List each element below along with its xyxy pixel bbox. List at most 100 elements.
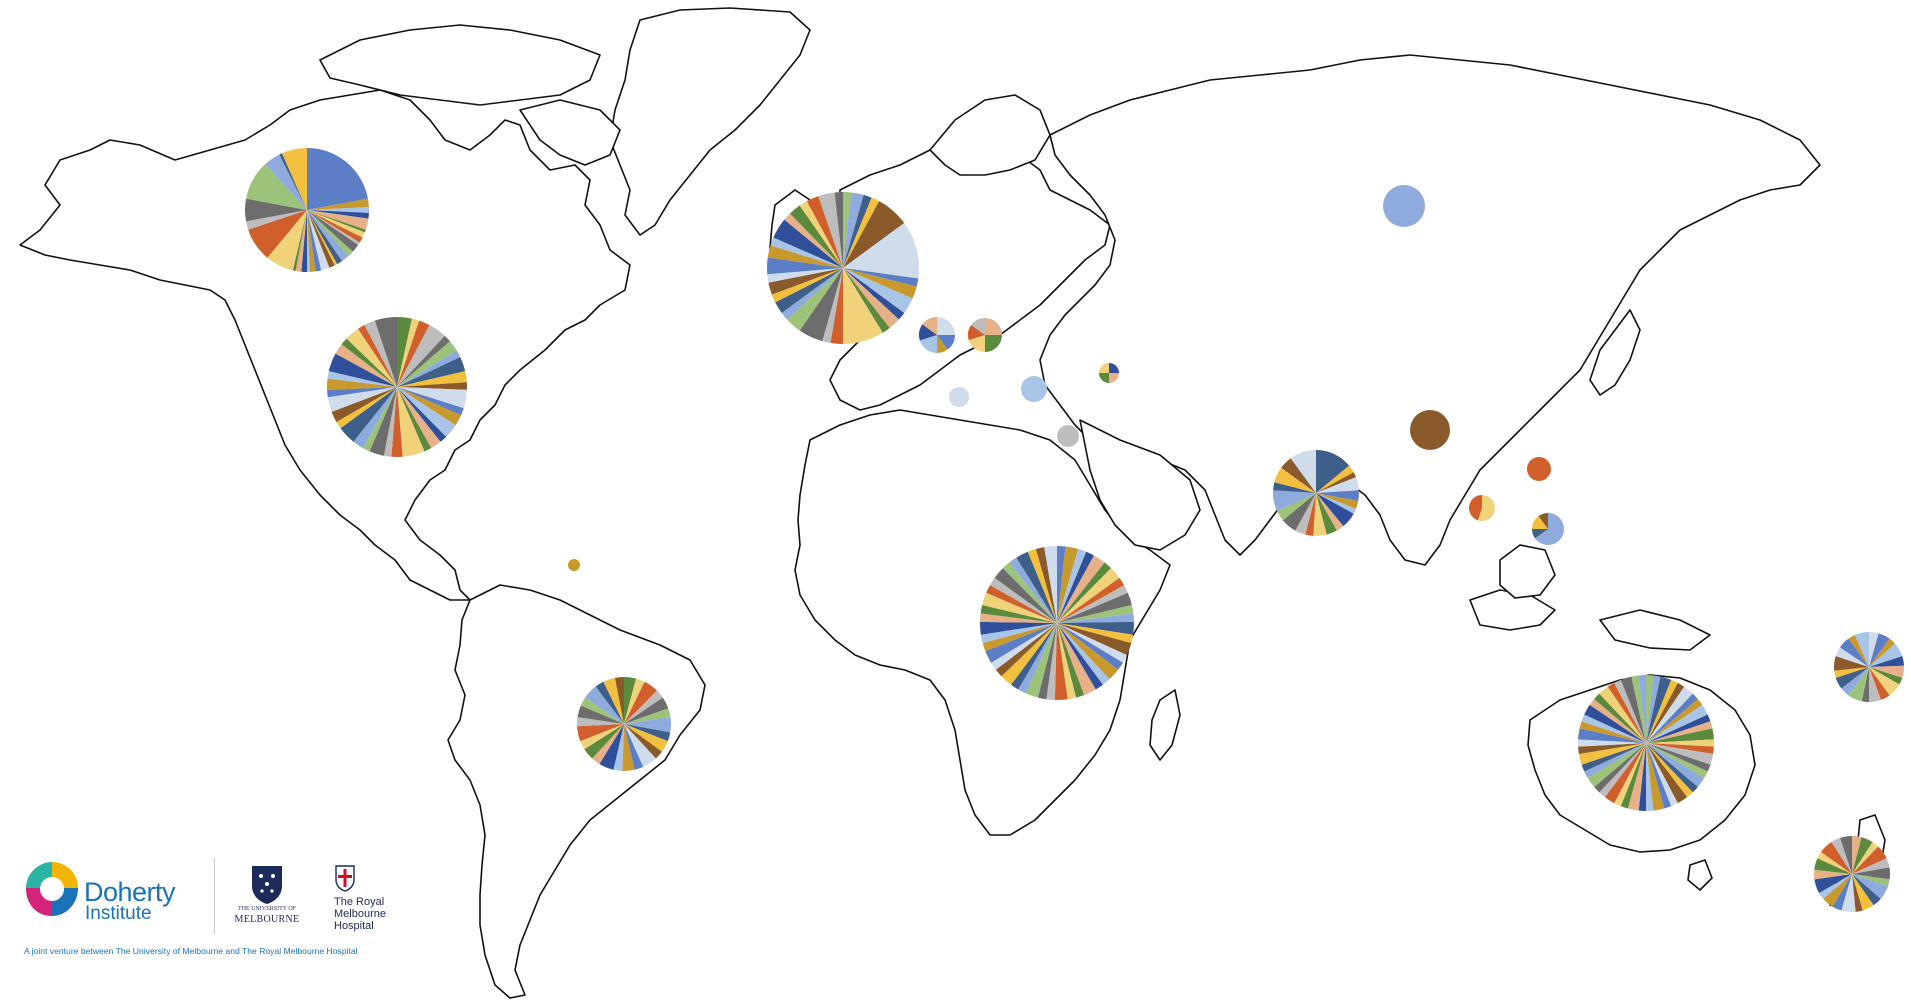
brand-subtitle: Institute bbox=[85, 903, 152, 924]
pie-slice bbox=[1646, 743, 1714, 754]
pie-slice bbox=[1646, 743, 1693, 798]
pie-slice bbox=[1057, 555, 1105, 623]
pie-slice bbox=[1057, 425, 1079, 447]
pie-slice bbox=[295, 210, 307, 272]
pie-slice bbox=[1316, 493, 1344, 531]
pie-slice bbox=[982, 623, 1057, 652]
pie-south-america bbox=[577, 677, 672, 772]
pie-slice bbox=[1001, 623, 1057, 685]
pie-slice bbox=[1869, 667, 1881, 702]
pie-italy bbox=[949, 387, 969, 407]
pie-slice bbox=[830, 268, 843, 344]
pie-slice bbox=[397, 387, 425, 457]
pie-slice bbox=[1057, 623, 1085, 698]
pie-slice bbox=[397, 318, 420, 387]
pie-slice bbox=[1835, 667, 1869, 689]
pie-slice bbox=[1057, 548, 1087, 623]
logo-tagline: A joint venture between The University o… bbox=[24, 946, 358, 956]
logo-divider bbox=[214, 858, 215, 934]
pie-slice bbox=[577, 717, 624, 727]
arabia-outline bbox=[1079, 419, 1201, 551]
pie-slice bbox=[1852, 874, 1874, 911]
pie-slice bbox=[1054, 623, 1068, 701]
pie-slice bbox=[335, 344, 397, 387]
pie-slice bbox=[1646, 743, 1705, 788]
pie-slice bbox=[1383, 185, 1425, 227]
pie-slice bbox=[995, 623, 1057, 677]
pie-slice bbox=[1027, 548, 1057, 623]
pie-slice bbox=[1282, 493, 1316, 531]
pie-slice bbox=[1646, 743, 1711, 772]
pie-slice bbox=[1854, 632, 1869, 667]
pie-slice bbox=[307, 210, 360, 246]
pie-slice bbox=[1646, 693, 1698, 743]
pie-slice bbox=[307, 210, 316, 272]
pie-slice bbox=[1646, 743, 1678, 807]
pie-slice bbox=[843, 201, 905, 268]
pie-slice bbox=[603, 677, 624, 724]
pie-slice bbox=[1599, 743, 1646, 798]
pie-slice bbox=[327, 371, 397, 387]
pie-slice bbox=[1313, 493, 1327, 537]
pie-slice bbox=[1852, 846, 1887, 874]
hospital-crest-icon bbox=[335, 865, 355, 892]
pie-slice bbox=[568, 559, 580, 571]
pie-slice bbox=[307, 210, 353, 256]
pie-slice bbox=[374, 317, 397, 387]
pie-slice bbox=[1823, 874, 1852, 907]
pie-slice bbox=[834, 192, 843, 268]
pie-slice bbox=[1057, 623, 1127, 663]
pie-slice bbox=[307, 148, 368, 210]
pie-slice bbox=[1638, 675, 1646, 743]
pie-slice bbox=[1589, 698, 1646, 743]
pie-slice bbox=[1646, 682, 1685, 743]
pie-slice bbox=[799, 268, 843, 342]
pie-slice bbox=[307, 207, 369, 213]
pie-slice bbox=[1861, 667, 1869, 703]
tasmania-outline bbox=[1687, 859, 1713, 891]
pie-slice bbox=[1594, 693, 1646, 743]
pie-canada bbox=[245, 148, 369, 273]
pie-west-europe bbox=[766, 192, 920, 344]
pie-slice bbox=[1035, 547, 1057, 623]
pie-slice bbox=[1831, 837, 1852, 874]
logo-footer: Doherty Institute THE UNIVERSITY OF MELB… bbox=[22, 858, 442, 968]
pie-slice bbox=[843, 268, 913, 314]
pie-slice bbox=[265, 154, 307, 210]
pie-slice bbox=[1584, 743, 1646, 779]
pie-slice bbox=[584, 724, 624, 759]
pie-slice bbox=[397, 387, 467, 409]
pie-slice bbox=[307, 210, 359, 252]
pie-slice bbox=[364, 320, 397, 387]
pie-slice bbox=[307, 210, 338, 266]
pie-slice bbox=[1057, 623, 1110, 685]
pie-slice bbox=[624, 724, 644, 770]
pie-slice bbox=[267, 210, 307, 271]
pie-slice bbox=[624, 724, 662, 759]
pie-slice bbox=[1057, 585, 1128, 623]
pie-slice bbox=[1057, 551, 1094, 623]
pie-slice bbox=[1581, 714, 1646, 743]
pie-slice bbox=[1057, 623, 1077, 700]
pie-slice bbox=[397, 387, 441, 449]
pie-slice bbox=[1869, 667, 1903, 685]
pie-slice bbox=[1021, 376, 1047, 402]
pie-slice bbox=[397, 371, 467, 387]
pie-slice bbox=[843, 268, 899, 328]
pie-slice bbox=[1841, 874, 1856, 913]
pie-slice bbox=[624, 724, 668, 752]
pie-slice bbox=[1646, 743, 1714, 765]
madagascar-outline bbox=[1149, 689, 1181, 761]
pie-slice bbox=[818, 192, 843, 268]
pie-slice bbox=[919, 324, 937, 341]
pie-slice bbox=[307, 210, 366, 233]
pie-slice bbox=[1099, 373, 1109, 383]
pie-slice bbox=[980, 623, 1057, 644]
pie-slice bbox=[331, 387, 397, 422]
pie-slice bbox=[246, 164, 307, 210]
pie-slice bbox=[1011, 623, 1057, 690]
pie-slice bbox=[1852, 874, 1890, 887]
pie-slice bbox=[787, 268, 843, 331]
pie-slice bbox=[340, 387, 397, 442]
